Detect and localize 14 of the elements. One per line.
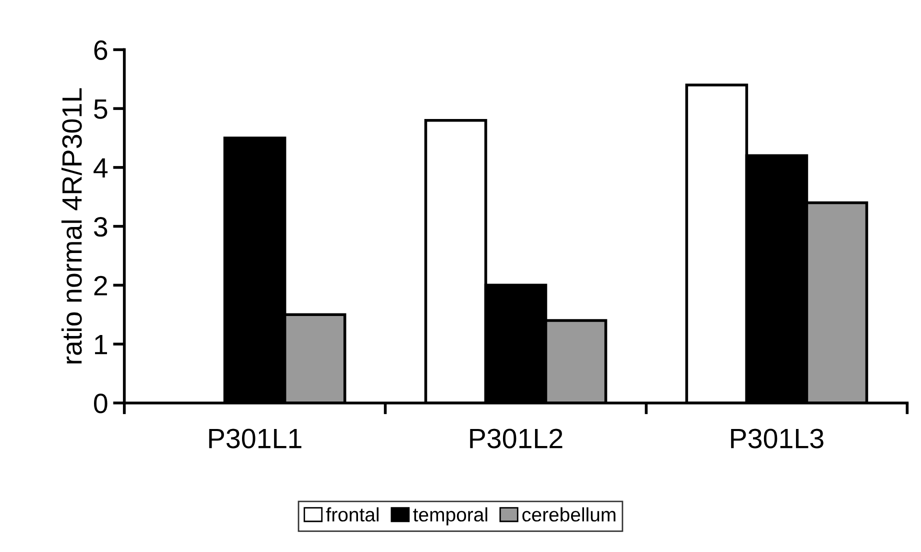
y-tick-label: 0	[94, 394, 108, 414]
y-tick-label: 2	[94, 276, 107, 296]
x-tick-label: P301L2	[470, 428, 562, 448]
y-tick-label: 3	[94, 216, 108, 237]
y-tick-label: 4	[94, 158, 108, 178]
legend-label: frontal	[326, 507, 378, 522]
legend-label: cerebellum	[522, 507, 616, 522]
y-axis-title: ratio normal 4R/P301L	[61, 88, 82, 364]
x-tick-label: P301L1	[209, 428, 302, 448]
y-tick-label: 1	[95, 335, 108, 354]
y-tick-label: 5	[94, 100, 108, 119]
x-tick-label: P301L3	[731, 428, 824, 448]
y-tick-label: 6	[94, 40, 108, 60]
legend-label: temporal	[413, 507, 488, 526]
